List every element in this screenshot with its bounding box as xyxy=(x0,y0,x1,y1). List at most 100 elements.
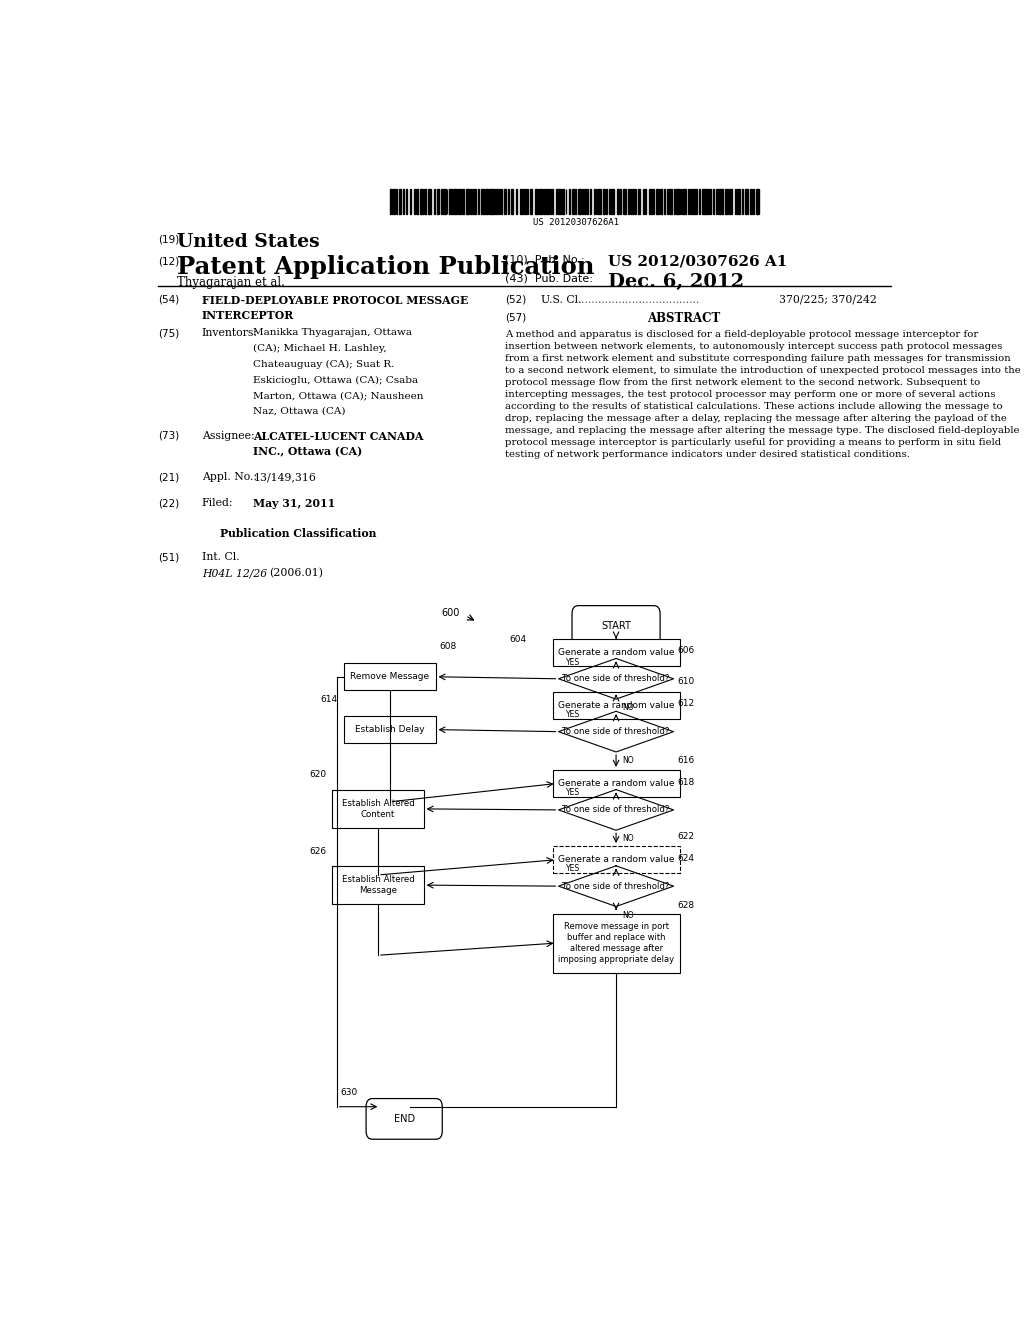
Text: 13/149,316: 13/149,316 xyxy=(253,473,316,483)
Text: US 20120307626A1: US 20120307626A1 xyxy=(534,218,620,227)
Bar xyxy=(406,189,408,214)
Text: Generate a random value: Generate a random value xyxy=(558,855,675,865)
Text: INC., Ottawa (CA): INC., Ottawa (CA) xyxy=(253,446,362,458)
Bar xyxy=(552,189,553,214)
Bar xyxy=(526,189,528,214)
Text: ALCATEL-LUCENT CANADA: ALCATEL-LUCENT CANADA xyxy=(253,430,424,442)
Bar xyxy=(590,189,592,214)
Text: NO: NO xyxy=(623,834,634,843)
Text: Marton, Ottawa (CA); Nausheen: Marton, Ottawa (CA); Nausheen xyxy=(253,391,424,400)
Text: 628: 628 xyxy=(678,900,694,909)
Bar xyxy=(470,189,472,214)
Bar xyxy=(484,189,487,214)
Bar xyxy=(706,189,708,214)
Text: 622: 622 xyxy=(678,832,694,841)
Text: (51): (51) xyxy=(158,552,179,562)
Bar xyxy=(501,189,502,214)
Text: Remove Message: Remove Message xyxy=(350,672,429,681)
Bar xyxy=(737,189,740,214)
Text: 616: 616 xyxy=(678,755,695,764)
Text: YES: YES xyxy=(566,710,581,719)
Bar xyxy=(535,189,538,214)
Bar xyxy=(553,770,680,797)
Bar xyxy=(523,189,526,214)
Text: Manikka Thyagarajan, Ottawa: Manikka Thyagarajan, Ottawa xyxy=(253,329,413,337)
Bar xyxy=(569,189,570,214)
Bar xyxy=(611,189,614,214)
Text: 606: 606 xyxy=(678,647,695,656)
Text: (12): (12) xyxy=(158,257,179,267)
Text: To one side of threshold?: To one side of threshold? xyxy=(562,727,670,737)
Bar xyxy=(719,189,720,214)
Text: Establish Altered
Content: Establish Altered Content xyxy=(342,799,415,818)
Bar xyxy=(751,189,752,214)
Bar xyxy=(414,189,415,214)
Bar xyxy=(393,189,395,214)
Text: Eskicioglu, Ottawa (CA); Csaba: Eskicioglu, Ottawa (CA); Csaba xyxy=(253,375,419,384)
Bar xyxy=(643,189,644,214)
FancyBboxPatch shape xyxy=(367,1098,442,1139)
Text: Patent Application Publication: Patent Application Publication xyxy=(177,256,595,280)
Text: Appl. No.:: Appl. No.: xyxy=(202,473,257,483)
Bar xyxy=(480,189,484,214)
Text: (2006.01): (2006.01) xyxy=(269,568,324,578)
Bar xyxy=(725,189,728,214)
Bar xyxy=(508,189,509,214)
Bar xyxy=(652,189,654,214)
Bar xyxy=(648,189,651,214)
Text: Dec. 6, 2012: Dec. 6, 2012 xyxy=(608,273,744,292)
Bar xyxy=(571,189,574,214)
Text: 600: 600 xyxy=(441,607,460,618)
Bar xyxy=(473,189,476,214)
Bar xyxy=(603,189,605,214)
Bar xyxy=(437,189,438,214)
Text: YES: YES xyxy=(566,657,581,667)
Bar xyxy=(698,189,699,214)
Bar xyxy=(681,189,682,214)
Bar xyxy=(624,189,626,214)
Text: U.S. Cl.: U.S. Cl. xyxy=(541,294,582,305)
Text: Generate a random value: Generate a random value xyxy=(558,779,675,788)
Text: (22): (22) xyxy=(158,499,179,508)
Text: A method and apparatus is disclosed for a field-deployable protocol message inte: A method and apparatus is disclosed for … xyxy=(505,330,1021,458)
Text: (CA); Michael H. Lashley,: (CA); Michael H. Lashley, xyxy=(253,345,387,352)
Text: To one side of threshold?: To one side of threshold? xyxy=(562,882,670,891)
Bar xyxy=(745,189,748,214)
Bar xyxy=(655,189,658,214)
Bar xyxy=(496,189,499,214)
Bar xyxy=(721,189,723,214)
Bar xyxy=(543,189,545,214)
Text: 612: 612 xyxy=(678,700,694,709)
Bar xyxy=(449,189,452,214)
Bar xyxy=(594,189,595,214)
Text: NO: NO xyxy=(623,911,634,920)
Bar xyxy=(579,189,581,214)
Text: Thyagarajan et al.: Thyagarajan et al. xyxy=(177,276,285,289)
Bar xyxy=(553,692,680,719)
Bar xyxy=(553,846,680,874)
Bar xyxy=(729,189,732,214)
Text: 370/225; 370/242: 370/225; 370/242 xyxy=(778,294,877,305)
Text: Generate a random value: Generate a random value xyxy=(558,648,675,657)
Text: FIELD-DEPLOYABLE PROTOCOL MESSAGE: FIELD-DEPLOYABLE PROTOCOL MESSAGE xyxy=(202,294,468,306)
Bar xyxy=(462,189,465,214)
Bar xyxy=(628,189,629,214)
Bar xyxy=(585,189,586,214)
Text: 624: 624 xyxy=(678,854,694,863)
Text: Inventors:: Inventors: xyxy=(202,329,258,338)
Bar xyxy=(608,189,609,214)
Text: ABSTRACT: ABSTRACT xyxy=(647,312,720,325)
Text: US 2012/0307626 A1: US 2012/0307626 A1 xyxy=(608,255,787,269)
Text: Naz, Ottawa (CA): Naz, Ottawa (CA) xyxy=(253,407,346,416)
Text: INTERCEPTOR: INTERCEPTOR xyxy=(202,310,294,321)
Text: Publication Classification: Publication Classification xyxy=(220,528,377,540)
Text: (10)  Pub. No.:: (10) Pub. No.: xyxy=(505,255,585,265)
Bar xyxy=(466,189,469,214)
Text: (43)  Pub. Date:: (43) Pub. Date: xyxy=(505,273,593,284)
Text: Generate a random value: Generate a random value xyxy=(558,701,675,710)
Bar xyxy=(753,189,754,214)
Bar xyxy=(696,189,697,214)
Bar xyxy=(665,189,666,214)
Text: START: START xyxy=(601,620,631,631)
Bar xyxy=(635,189,636,214)
